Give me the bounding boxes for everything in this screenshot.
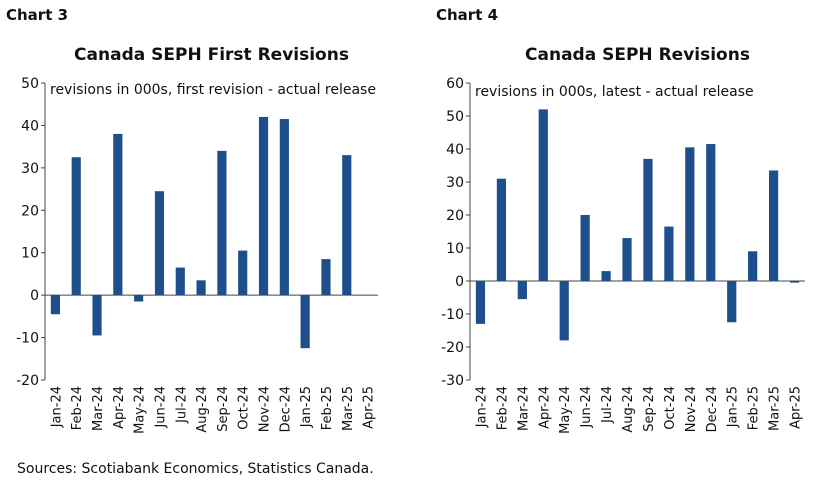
x-tick-label: Oct-24 (237, 386, 252, 430)
bar (71, 157, 81, 296)
x-tick-label: Mar-25 (768, 386, 783, 431)
y-tick-label: 50 (21, 76, 39, 92)
x-tick-label: Nov-24 (258, 386, 273, 432)
y-tick-label: 40 (21, 118, 39, 134)
bar (496, 178, 507, 281)
y-tick-label: -20 (16, 373, 39, 389)
x-tick-label: Aug-24 (621, 386, 636, 433)
x-tick-label: Jul-24 (600, 386, 615, 424)
x-tick-label: Jan-25 (299, 386, 314, 428)
x-tick-label: Nov-24 (684, 386, 699, 432)
bar (727, 281, 737, 323)
bar (321, 259, 331, 296)
x-tick-label: Mar-25 (341, 386, 356, 431)
bar (134, 295, 144, 302)
bar (196, 280, 206, 296)
x-tick-label: Feb-25 (747, 386, 762, 430)
y-tick-label: -20 (441, 340, 464, 356)
bar (238, 250, 248, 296)
bar (580, 215, 590, 281)
chart-title: Canada SEPH First Revisions (74, 45, 349, 65)
x-tick-label: Oct-24 (663, 386, 678, 430)
x-tick-label: Feb-25 (320, 386, 335, 430)
y-tick-label: 30 (446, 175, 464, 191)
x-tick-label: Apr-25 (789, 386, 804, 429)
bar (789, 281, 800, 283)
chart-source: Sources: Scotiabank Economics, Statistic… (17, 461, 374, 477)
bar (748, 251, 758, 281)
bar (258, 116, 269, 296)
x-tick-label: Jun-24 (579, 386, 594, 429)
x-tick-label: Feb-24 (495, 386, 510, 430)
chart-label: Chart 4 (436, 6, 498, 24)
bar (92, 295, 102, 336)
y-tick-label: -10 (16, 331, 39, 347)
bar (50, 295, 60, 315)
x-tick-label: Dec-24 (705, 386, 720, 432)
bar (664, 226, 674, 281)
y-tick-label: -30 (441, 373, 464, 389)
bar (279, 119, 289, 296)
x-tick-label: Apr-25 (362, 386, 377, 429)
y-tick-label: 60 (446, 76, 464, 92)
bar (475, 281, 486, 324)
x-tick-label: Apr-24 (537, 386, 552, 429)
x-tick-label: Dec-24 (278, 386, 293, 432)
y-tick-label: 20 (446, 208, 464, 224)
bar (643, 158, 653, 281)
x-tick-label: Mar-24 (91, 386, 106, 431)
x-tick-label: May-24 (133, 386, 148, 434)
chart-title: Canada SEPH Revisions (525, 45, 750, 65)
y-tick-label: 0 (30, 288, 39, 304)
bar (601, 271, 611, 281)
x-tick-label: Jan-25 (726, 386, 741, 428)
bar (517, 281, 527, 300)
bar (538, 109, 548, 282)
y-tick-label: 20 (21, 203, 39, 219)
x-tick-label: Aug-24 (195, 386, 210, 433)
chart-label: Chart 3 (6, 6, 68, 24)
x-tick-label: Feb-24 (70, 386, 85, 430)
bar (113, 133, 123, 296)
y-tick-label: -10 (441, 307, 464, 323)
x-tick-label: May-24 (558, 386, 573, 434)
y-tick-label: 40 (446, 142, 464, 158)
y-tick-label: 0 (455, 274, 464, 290)
bar (768, 170, 779, 281)
bar (217, 150, 227, 296)
y-tick-label: 50 (446, 109, 464, 125)
x-tick-label: Jan-24 (474, 386, 489, 428)
x-tick-label: Mar-24 (516, 386, 531, 431)
bar (559, 281, 569, 341)
x-tick-label: Jul-24 (174, 386, 189, 424)
bar (342, 155, 352, 296)
chart-subtitle: revisions in 000s, first revision - actu… (50, 82, 376, 98)
bar (706, 144, 716, 281)
y-tick-label: 10 (446, 241, 464, 257)
bar (685, 147, 695, 281)
chart-subtitle: revisions in 000s, latest - actual relea… (475, 84, 754, 100)
y-tick-label: 10 (21, 246, 39, 262)
x-tick-label: Jun-24 (153, 386, 168, 429)
bar (154, 191, 165, 296)
bar (175, 267, 185, 296)
x-tick-label: Sep-24 (216, 386, 231, 432)
bar (300, 295, 310, 349)
x-tick-label: Apr-24 (112, 386, 127, 429)
x-tick-label: Jan-24 (49, 386, 64, 428)
x-tick-label: Sep-24 (642, 386, 657, 432)
bar (622, 238, 632, 281)
y-tick-label: 30 (21, 161, 39, 177)
